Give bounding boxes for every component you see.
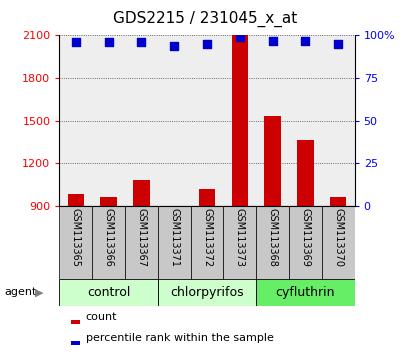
Bar (256, 35, 288, 206)
Point (203, 41, 210, 47)
Point (301, 38, 308, 43)
Point (171, 43, 177, 48)
FancyBboxPatch shape (256, 279, 354, 306)
FancyBboxPatch shape (321, 206, 354, 279)
Text: GSM113370: GSM113370 (333, 208, 342, 267)
FancyBboxPatch shape (256, 206, 288, 279)
FancyBboxPatch shape (59, 279, 157, 306)
Text: ▶: ▶ (35, 287, 43, 297)
Bar (297, 141, 313, 206)
Text: chlorpyrifos: chlorpyrifos (170, 286, 243, 299)
Point (138, 39, 144, 45)
Text: GSM113373: GSM113373 (234, 208, 244, 267)
Text: GSM113366: GSM113366 (103, 208, 113, 267)
Bar (231, 35, 247, 206)
FancyBboxPatch shape (223, 206, 256, 279)
Text: cyfluthrin: cyfluthrin (275, 286, 335, 299)
Bar (125, 35, 157, 206)
Text: control: control (87, 286, 130, 299)
FancyBboxPatch shape (288, 206, 321, 279)
Bar (223, 35, 256, 206)
FancyBboxPatch shape (157, 279, 256, 306)
Bar (133, 180, 149, 206)
Bar (288, 35, 321, 206)
Text: percentile rank within the sample: percentile rank within the sample (85, 333, 273, 343)
Point (334, 41, 341, 47)
FancyBboxPatch shape (59, 206, 92, 279)
Text: count: count (85, 312, 117, 322)
Bar (67, 194, 84, 206)
Bar (71, 341, 80, 345)
FancyBboxPatch shape (92, 206, 125, 279)
Point (105, 39, 112, 45)
FancyBboxPatch shape (157, 206, 190, 279)
Text: GSM113369: GSM113369 (300, 208, 310, 267)
Bar (198, 189, 215, 206)
Bar (100, 197, 117, 206)
Text: GSM113365: GSM113365 (71, 208, 81, 267)
Bar (321, 35, 354, 206)
FancyBboxPatch shape (125, 206, 157, 279)
Bar (190, 35, 223, 206)
Point (269, 38, 275, 43)
FancyBboxPatch shape (190, 206, 223, 279)
Text: GSM113372: GSM113372 (202, 208, 211, 267)
Text: agent: agent (4, 287, 36, 297)
Text: GSM113367: GSM113367 (136, 208, 146, 267)
Text: GDS2215 / 231045_x_at: GDS2215 / 231045_x_at (112, 11, 297, 27)
Point (72, 39, 79, 45)
Bar (166, 206, 182, 210)
Bar (264, 116, 280, 206)
Bar (59, 35, 92, 206)
Bar (92, 35, 125, 206)
Text: GSM113368: GSM113368 (267, 208, 277, 267)
Point (236, 34, 243, 40)
Bar (329, 197, 346, 206)
Bar (157, 35, 190, 206)
Bar (71, 320, 80, 324)
Text: GSM113371: GSM113371 (169, 208, 179, 267)
